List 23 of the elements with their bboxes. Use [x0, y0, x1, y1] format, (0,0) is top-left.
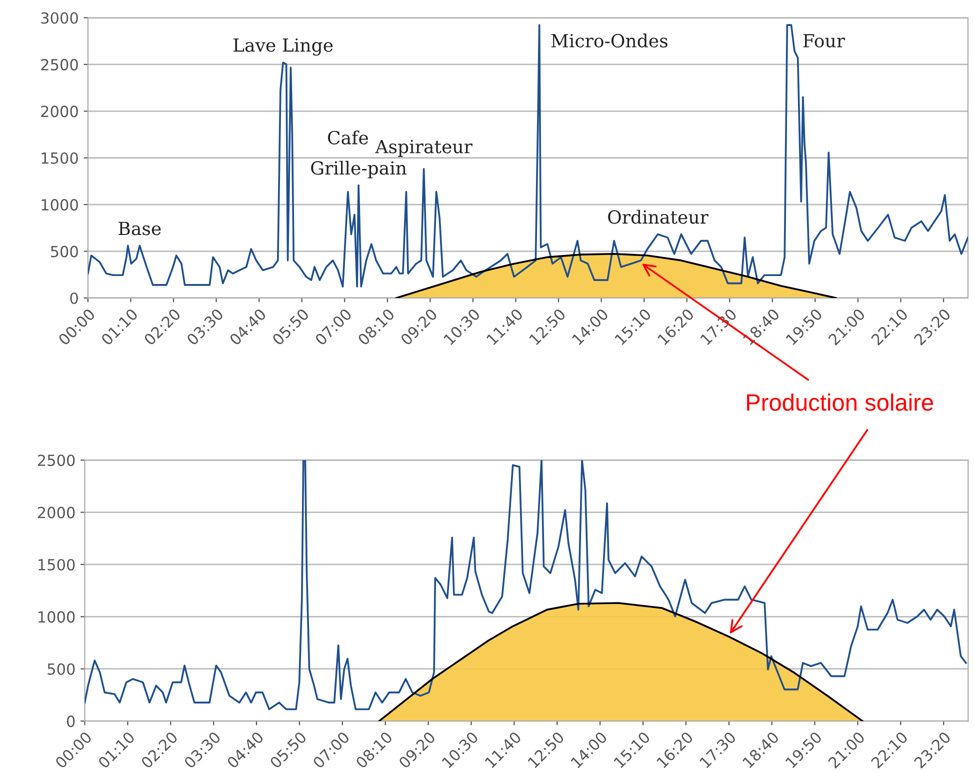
y-tick-label: 500: [48, 663, 75, 675]
annotation: Base: [118, 222, 161, 236]
annotation: Cafe: [328, 130, 368, 144]
y-tick-label: 1500: [38, 558, 75, 571]
annotation: Ordinateur: [608, 210, 708, 224]
annotation: Micro-Ondes: [551, 34, 668, 48]
line-series: [88, 24, 968, 288]
annotation: Grille-pain: [311, 160, 406, 178]
y-tick-label: 0: [66, 716, 75, 728]
y-tick-label: 2500: [41, 58, 78, 70]
y-tick-label: 1000: [38, 611, 75, 623]
y-tick-label: 1000: [42, 199, 78, 211]
annotation: Aspirateur: [375, 140, 472, 157]
y-tick-label: 3000: [41, 12, 78, 24]
annotation: Four: [803, 34, 845, 48]
y-tick-label: 1500: [42, 152, 78, 164]
y-tick-label: 2500: [38, 454, 75, 466]
annotation: Lave Linge: [234, 38, 333, 56]
y-tick-label: 0: [70, 292, 78, 304]
y-tick-label: 2000: [41, 106, 78, 118]
annotation: Production solaire: [747, 394, 934, 411]
y-tick-label: 2000: [38, 506, 75, 518]
y-tick-label: 500: [50, 246, 78, 258]
